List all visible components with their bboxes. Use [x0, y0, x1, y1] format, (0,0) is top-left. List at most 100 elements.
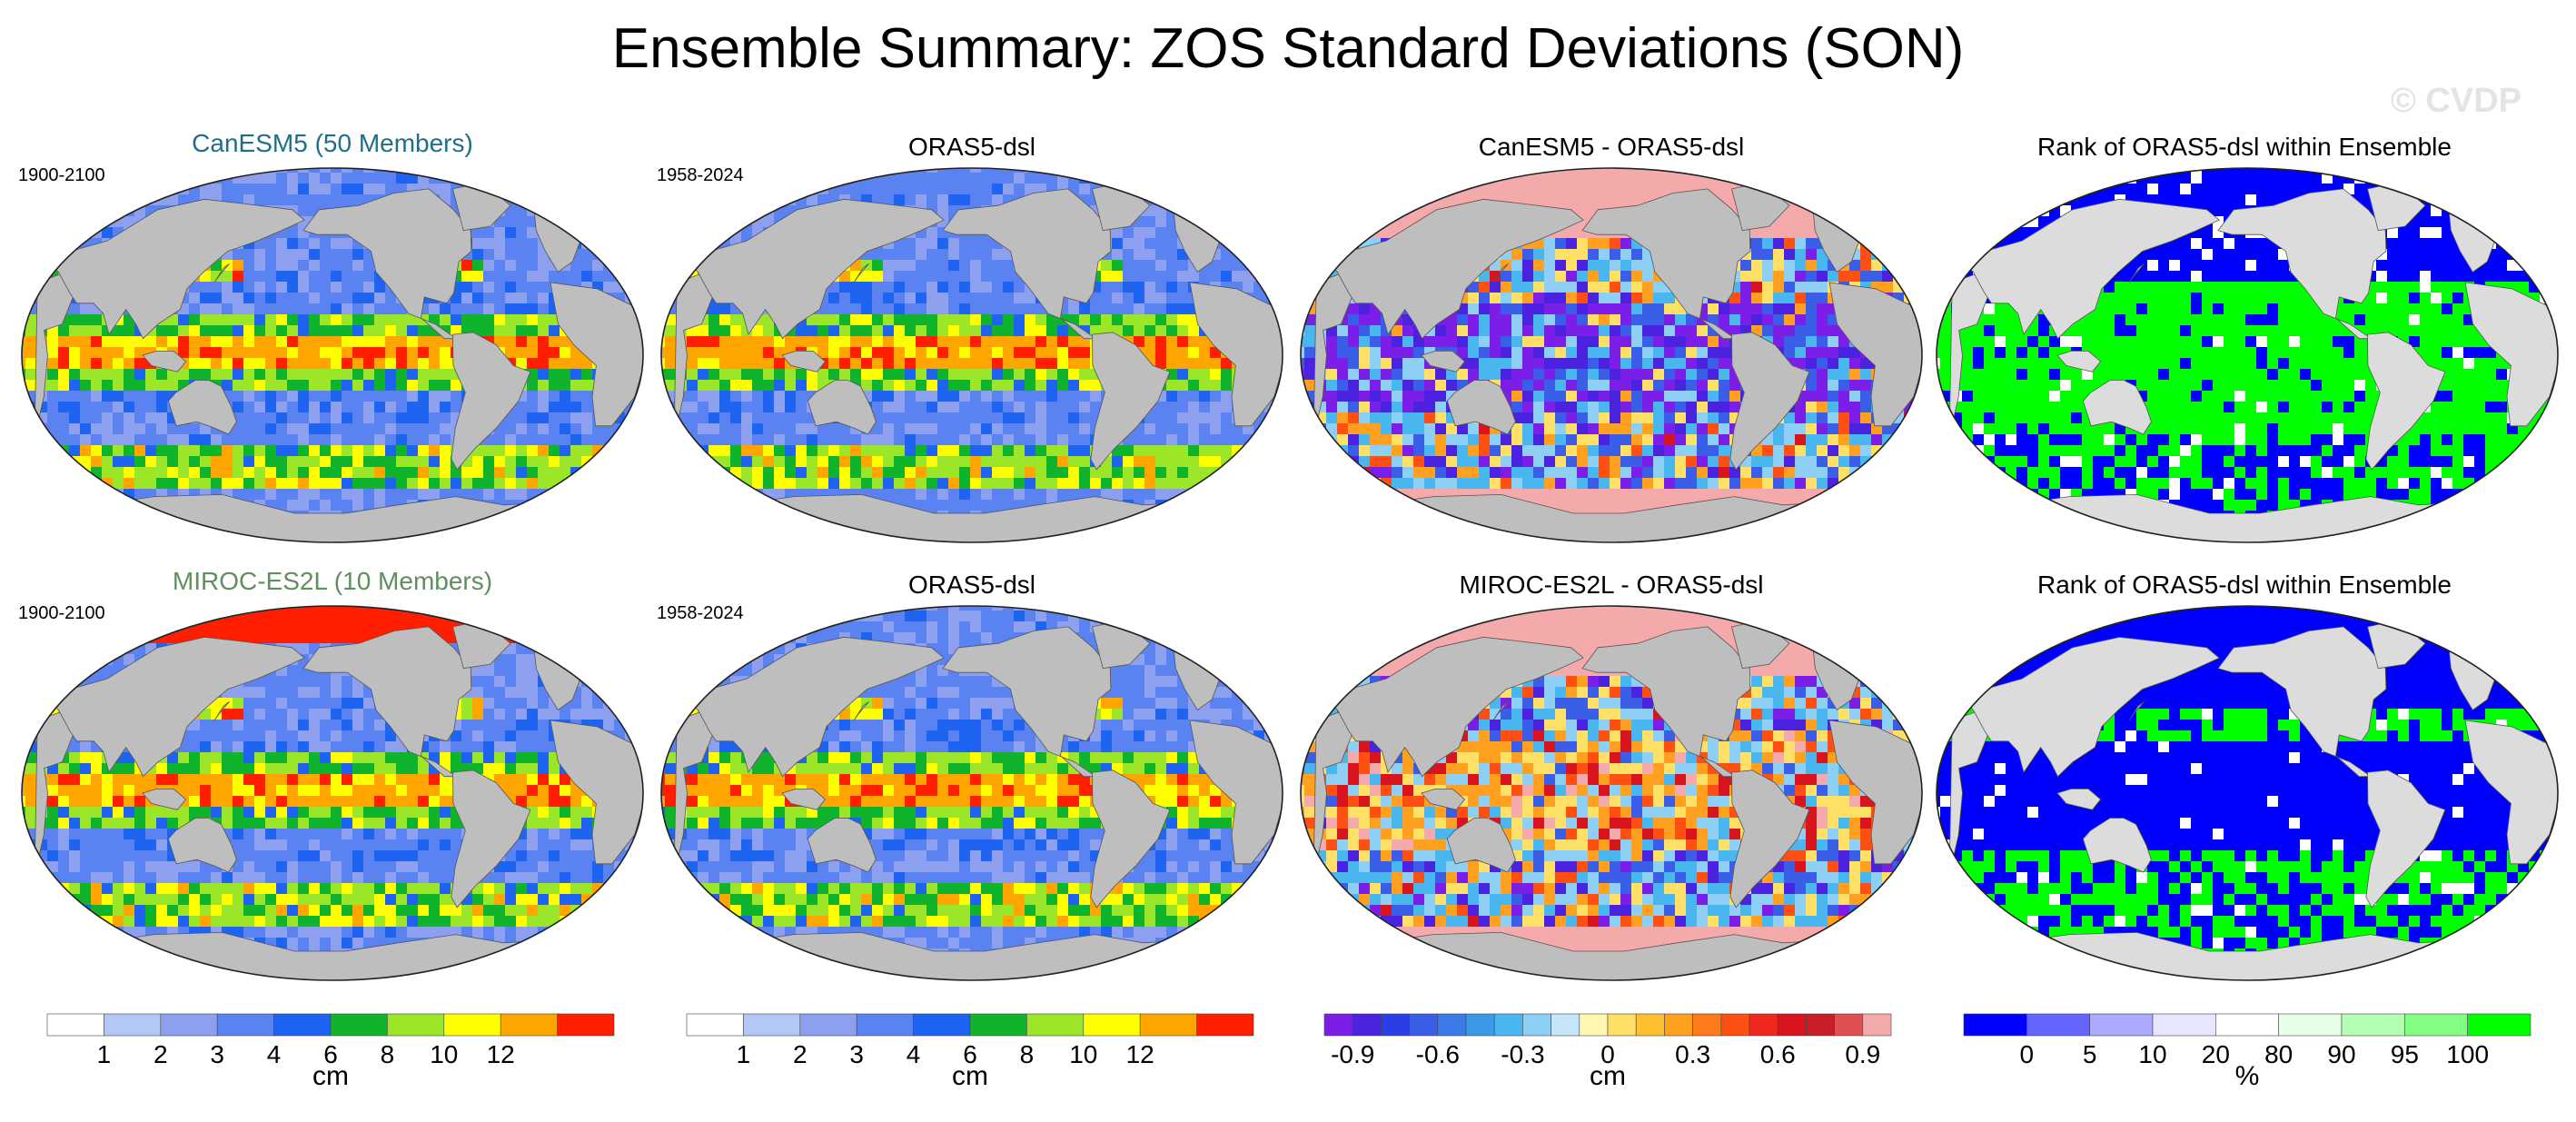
colorbar-tick-label: 10	[430, 1040, 458, 1068]
map-panel-8	[1936, 605, 2559, 981]
colorbar-unit-2: cm	[952, 1061, 988, 1091]
colorbar-swatch	[2467, 1013, 2531, 1037]
colorbar-tick-label: -0.6	[1416, 1040, 1460, 1068]
map-outline	[1300, 167, 1923, 543]
colorbar-swatch	[104, 1013, 162, 1037]
colorbar-swatch	[1381, 1013, 1410, 1037]
colorbar-swatch	[1323, 1013, 1353, 1037]
colorbar-tick-label: 1	[737, 1040, 751, 1068]
panel-title-4: Rank of ORAS5-dsl within Ensemble	[2037, 133, 2452, 161]
colorbar-swatch	[1522, 1013, 1551, 1037]
colorbar-std-1: 1 2 3 4 6 8 10 12	[46, 1013, 615, 1068]
map-panel-7	[1300, 605, 1923, 981]
land-mask	[1313, 620, 1922, 980]
map-panel-1	[21, 167, 644, 543]
colorbar-swatch	[1806, 1013, 1835, 1037]
colorbar-swatch	[1635, 1013, 1665, 1037]
colorbar-swatch	[216, 1013, 274, 1037]
colorbar-swatch	[2089, 1013, 2154, 1037]
colorbar-swatch	[1551, 1013, 1580, 1037]
colorbar-swatch	[160, 1013, 218, 1037]
colorbar-tick-label: -0.9	[1331, 1040, 1374, 1068]
colorbar-swatch	[799, 1013, 857, 1037]
watermark: © CVDP	[2390, 82, 2522, 120]
panel-period-6: 1958-2024	[657, 603, 744, 623]
colorbar-swatch	[2215, 1013, 2279, 1037]
map-outline	[1936, 605, 2559, 981]
colorbar-tick-label: -0.3	[1501, 1040, 1544, 1068]
map-outline	[1300, 605, 1923, 981]
panel-title-2: ORAS5-dsl	[907, 133, 1036, 161]
colorbar-tick-label: 2	[154, 1040, 168, 1068]
colorbar-swatch	[2404, 1013, 2468, 1037]
panel-title-1: CanESM5 (50 Members)	[192, 129, 473, 157]
map-outline	[660, 167, 1283, 543]
colorbar-tick-label: 3	[210, 1040, 224, 1068]
colorbar-tick-label: 0	[2020, 1040, 2035, 1068]
colorbar-swatch	[1437, 1013, 1467, 1037]
map-outline	[660, 605, 1283, 981]
panel-period-1: 1900-2100	[18, 165, 105, 185]
colorbar-swatch	[1862, 1013, 1892, 1037]
panel-title-5: MIROC-ES2L (10 Members)	[172, 567, 493, 595]
colorbar-swatch	[1963, 1013, 2027, 1037]
colorbar-rank: 0 5 10 20 80 90 95 100	[1963, 1013, 2531, 1068]
colorbar-tick-label: 6	[963, 1040, 977, 1068]
panel-period-5: 1900-2100	[18, 603, 105, 623]
colorbar-swatch	[1692, 1013, 1722, 1037]
colorbar-swatch	[557, 1013, 615, 1037]
panel-title-8: Rank of ORAS5-dsl within Ensemble	[2037, 571, 2452, 599]
colorbar-swatch	[273, 1013, 332, 1037]
colorbar-tick-label: 100	[2446, 1040, 2489, 1068]
map-outline	[21, 605, 644, 981]
colorbar-tick-label: 0	[1600, 1040, 1615, 1068]
map-panel-4	[1936, 167, 2559, 543]
page-title: Ensemble Summary: ZOS Standard Deviation…	[611, 17, 1965, 80]
colorbar-tick-label: 4	[907, 1040, 921, 1068]
colorbar-swatch	[856, 1013, 914, 1037]
colorbar-swatch	[2278, 1013, 2343, 1037]
colorbar-tick-label: 20	[2202, 1040, 2230, 1068]
colorbar-tick-label: 6	[323, 1040, 338, 1068]
land-mask	[673, 182, 1283, 542]
colorbar-swatch	[387, 1013, 445, 1037]
colorbar-diff: -0.9 -0.6 -0.3 0 0.3 0.6 0.9	[1323, 1013, 1892, 1068]
colorbar-tick-label: 95	[2391, 1040, 2419, 1068]
colorbar-swatch	[1664, 1013, 1693, 1037]
colorbar-tick-label: 8	[381, 1040, 395, 1068]
colorbar-tick-label: 90	[2327, 1040, 2355, 1068]
colorbar-swatch	[969, 1013, 1027, 1037]
colorbar-swatch	[1579, 1013, 1609, 1037]
colorbar-swatch	[1777, 1013, 1807, 1037]
colorbar-tick-label: 1	[97, 1040, 112, 1068]
map-panel-2	[660, 167, 1283, 543]
colorbar-swatch	[2341, 1013, 2405, 1037]
colorbar-swatch	[1465, 1013, 1495, 1037]
land-mask	[34, 620, 643, 980]
colorbar-tick-label: 10	[1069, 1040, 1097, 1068]
colorbar-tick-label: 8	[1020, 1040, 1035, 1068]
colorbar-tick-label: 12	[487, 1040, 515, 1068]
colorbar-tick-label: 2	[793, 1040, 807, 1068]
land-mask	[1948, 182, 2558, 542]
colorbar-swatch	[500, 1013, 558, 1037]
map-outline	[21, 167, 644, 543]
colorbar-tick-label: 4	[267, 1040, 282, 1068]
panel-title-3: CanESM5 - ORAS5-dsl	[1478, 133, 1745, 161]
panel-title-6: ORAS5-dsl	[907, 571, 1036, 599]
colorbar-std-2: 1 2 3 4 6 8 10 12	[686, 1013, 1254, 1068]
colorbar-swatch	[1083, 1013, 1141, 1037]
colorbar-swatch	[1196, 1013, 1254, 1037]
colorbar-swatch	[2026, 1013, 2090, 1037]
colorbar-swatch	[1720, 1013, 1750, 1037]
colorbar-swatch	[913, 1013, 971, 1037]
colorbar-unit-1: cm	[312, 1061, 349, 1091]
colorbar-tick-label: 0.9	[1845, 1040, 1880, 1068]
colorbar-swatch	[443, 1013, 501, 1037]
colorbar-tick-label: 80	[2264, 1040, 2293, 1068]
colorbar-swatch	[743, 1013, 801, 1037]
panel-title-7: MIROC-ES2L - ORAS5-dsl	[1459, 571, 1764, 599]
colorbar-unit-4: %	[2234, 1061, 2260, 1091]
map-outline	[1936, 167, 2559, 543]
colorbar-swatch	[1493, 1013, 1523, 1037]
